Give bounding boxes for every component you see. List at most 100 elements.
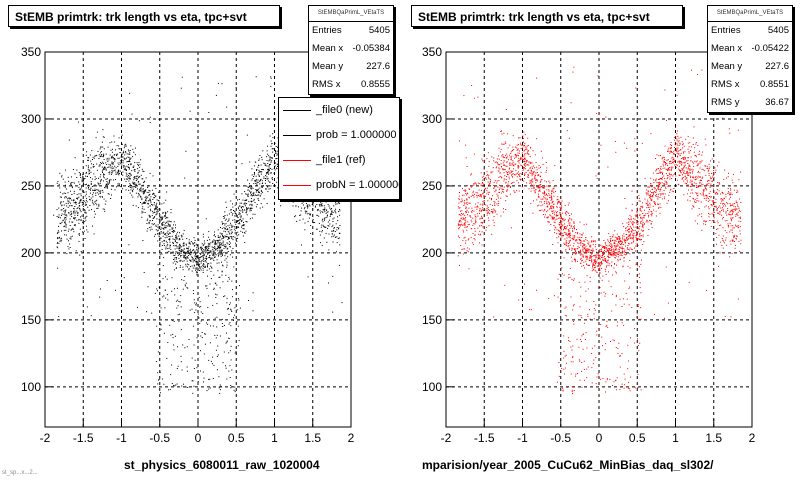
scatter-point (709, 186, 711, 188)
scatter-point (98, 203, 100, 205)
scatter-point (182, 250, 184, 252)
scatter-point (586, 248, 588, 250)
scatter-point (732, 217, 734, 219)
scatter-point (218, 252, 220, 254)
scatter-point (568, 229, 570, 231)
scatter-point (109, 179, 111, 181)
scatter-point (622, 265, 624, 267)
scatter-point (635, 222, 637, 224)
scatter-point (119, 152, 121, 154)
scatter-point (266, 188, 268, 190)
scatter-point (559, 213, 561, 215)
scatter-point (229, 233, 231, 235)
scatter-point (609, 263, 611, 265)
scatter-point (483, 175, 485, 177)
scatter-point (65, 192, 67, 194)
y-tick-label: 300 (21, 112, 41, 126)
scatter-point (92, 194, 94, 196)
scatter-point (566, 234, 568, 236)
scatter-point (142, 191, 144, 193)
scatter-point (243, 232, 245, 234)
scatter-point (160, 217, 162, 219)
scatter-point (717, 228, 719, 230)
scatter-point (721, 198, 723, 200)
scatter-point (237, 231, 239, 233)
scatter-point (697, 175, 699, 177)
x-tick-label: -2 (40, 431, 51, 445)
scatter-point (139, 176, 141, 178)
scatter-point (190, 251, 192, 253)
scatter-point (475, 216, 477, 218)
scatter-point (628, 231, 629, 233)
scatter-point (65, 202, 67, 204)
scatter-point (246, 210, 248, 212)
scatter-point (626, 239, 628, 241)
scatter-point (575, 253, 577, 255)
scatter-point (708, 168, 710, 170)
scatter-point (588, 248, 590, 250)
scatter-point (667, 150, 668, 152)
scatter-point (163, 228, 165, 230)
scatter-point (75, 203, 77, 205)
scatter-point (175, 227, 176, 229)
scatter-point (119, 172, 120, 174)
scatter-point (265, 175, 267, 177)
scatter-point (560, 227, 562, 229)
scatter-point (495, 189, 497, 191)
scatter-point (80, 188, 82, 190)
scatter-point (182, 344, 184, 346)
scatter-point (241, 226, 242, 228)
scatter-point (78, 171, 80, 173)
scatter-point (521, 144, 523, 146)
scatter-point (174, 385, 176, 387)
scatter-point (607, 259, 609, 261)
scatter-point (513, 174, 515, 176)
scatter-point (64, 197, 66, 199)
scatter-point (199, 263, 201, 265)
scatter-point (265, 180, 266, 181)
scatter-point (674, 172, 676, 174)
scatter-point (163, 257, 165, 259)
scatter-point (571, 260, 573, 262)
scatter-point (250, 195, 252, 197)
scatter-point (651, 223, 652, 225)
scatter-point (710, 196, 712, 198)
scatter-point (221, 233, 223, 235)
scatter-point (734, 244, 736, 246)
scatter-point (125, 169, 127, 170)
scatter-point (164, 289, 166, 291)
scatter-point (726, 214, 728, 216)
scatter-point (692, 161, 694, 163)
scatter-point (592, 240, 594, 242)
scatter-point (141, 191, 143, 193)
scatter-point (625, 207, 627, 209)
scatter-point (627, 265, 629, 267)
scatter-point (623, 387, 625, 389)
scatter-point (244, 242, 246, 243)
scatter-point (183, 245, 185, 247)
x-tick-label: 1.5 (705, 431, 722, 445)
scatter-point (567, 228, 569, 230)
scatter-point (68, 197, 70, 199)
scatter-point (149, 227, 151, 228)
scatter-point (138, 181, 140, 182)
scatter-point (582, 243, 584, 244)
scatter-point (199, 267, 201, 269)
scatter-point (169, 224, 170, 226)
scatter-point (166, 221, 167, 223)
scatter-point (699, 150, 700, 152)
scatter-point (628, 360, 629, 362)
scatter-point (683, 152, 685, 154)
scatter-point (221, 221, 223, 223)
scatter-point (569, 244, 571, 246)
scatter-point (68, 201, 70, 203)
scatter-point (194, 245, 196, 246)
scatter-point (210, 270, 212, 272)
scatter-point (200, 256, 202, 258)
scatter-point (732, 239, 734, 241)
scatter-point (322, 211, 324, 213)
scatter-point (534, 167, 536, 169)
scatter-point (218, 276, 220, 278)
scatter-point (246, 134, 248, 136)
scatter-point (115, 167, 117, 169)
